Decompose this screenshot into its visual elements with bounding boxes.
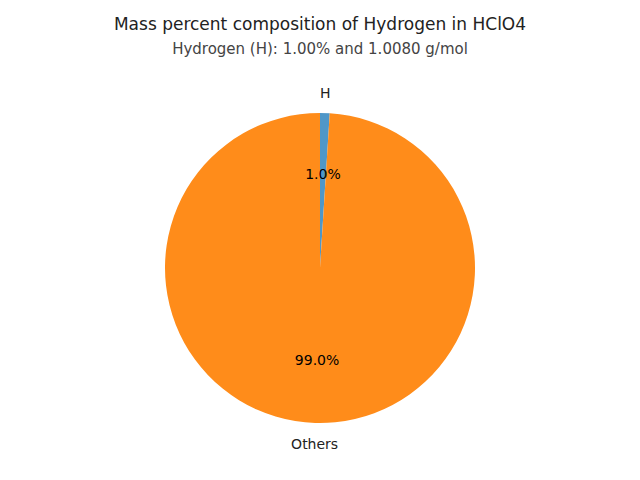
pie-slice [165,113,475,423]
data-label: 1.0% [305,166,341,182]
background [0,0,640,480]
category-label: H [320,85,331,101]
title: Mass percent composition of Hydrogen in … [114,14,526,34]
slices [165,113,475,423]
chart-container: Mass percent composition of Hydrogen in … [0,0,640,480]
subtitle: Hydrogen (H): 1.00% and 1.0080 g/mol [172,40,468,58]
labels: H 1.0% Others 99.0% [291,85,341,452]
category-label: Others [291,436,338,452]
data-label: 99.0% [295,352,339,368]
chart-svg: Mass percent composition of Hydrogen in … [0,0,640,480]
